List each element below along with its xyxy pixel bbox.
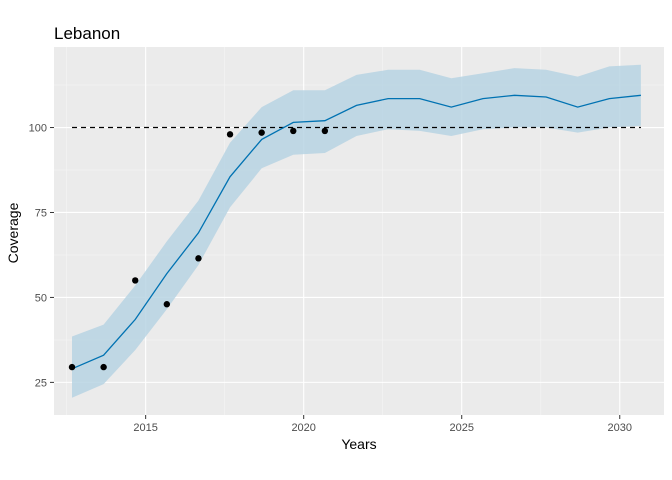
- confidence-ribbon: [72, 64, 641, 398]
- data-point: [258, 129, 265, 136]
- y-tick-label: 50: [35, 292, 47, 304]
- x-tick-label: 2030: [608, 422, 632, 434]
- chart-marks: [68, 64, 641, 398]
- y-tick-label: 25: [35, 377, 47, 389]
- data-point: [68, 363, 76, 371]
- x-tick-label: 2015: [133, 422, 157, 434]
- x-axis-title: Years: [341, 436, 376, 452]
- data-point: [163, 301, 171, 308]
- axes: 2015 2020 2025 2030 25 50 75 100: [29, 123, 632, 434]
- data-point: [321, 127, 329, 135]
- data-point: [100, 363, 107, 371]
- y-axis-title: Coverage: [5, 202, 21, 263]
- chart-title: Lebanon: [54, 24, 120, 43]
- y-tick-label: 75: [35, 207, 47, 219]
- y-tick-label: 100: [29, 123, 47, 135]
- x-tick-label: 2025: [449, 422, 473, 434]
- x-tick-label: 2020: [291, 422, 315, 434]
- data-point: [226, 131, 234, 138]
- data-point: [195, 255, 202, 262]
- fitted-line: [71, 94, 641, 370]
- data-point: [290, 127, 297, 135]
- data-point: [132, 277, 139, 284]
